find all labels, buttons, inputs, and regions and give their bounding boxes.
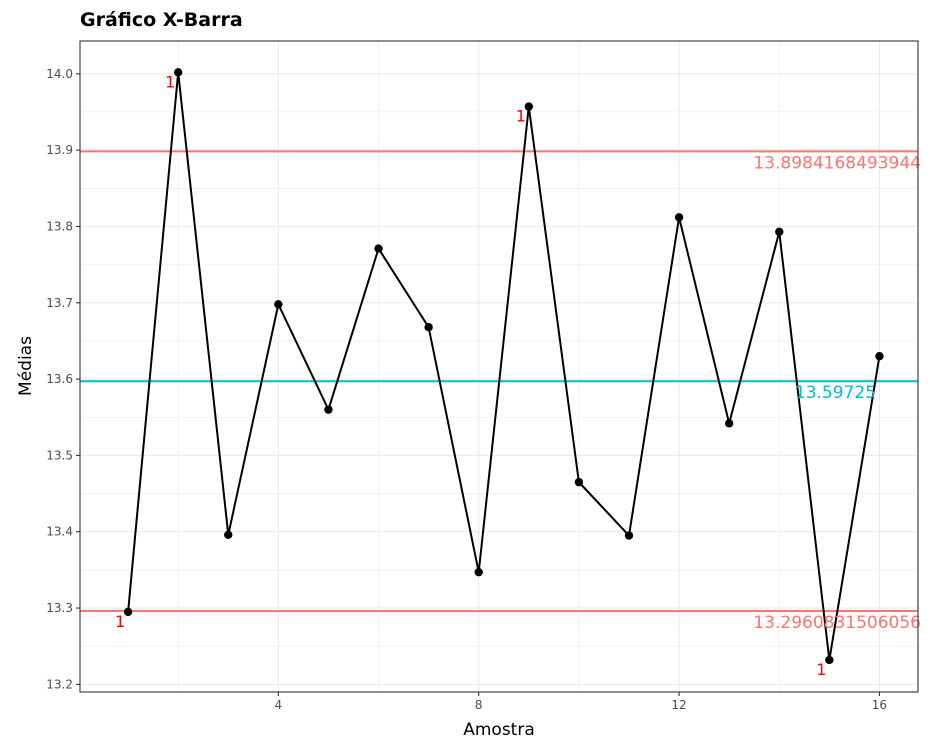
control-line-label-1: 13.59725: [795, 383, 876, 403]
data-point: [825, 655, 834, 665]
point-flag-label: 1: [816, 660, 826, 679]
data-point: [173, 68, 183, 77]
series-line: [127, 72, 881, 661]
data-point: [474, 567, 483, 577]
data-point: [724, 419, 734, 428]
x-axis-title: Amostra: [463, 720, 535, 740]
data-point: [674, 213, 684, 222]
y-tick-label: 13.5: [46, 448, 73, 462]
y-tick-label: 13.7: [46, 296, 73, 310]
control-line-label-2: 13.2960831506056: [753, 613, 921, 633]
point-flag-label: 1: [516, 107, 526, 126]
control-line-labels: 13.8984168493944 13.59725 13.2960831506056: [753, 153, 921, 633]
y-tick-label: 13.2: [46, 677, 73, 691]
y-tick-label: 13.8: [46, 219, 73, 233]
x-tick-label: 12: [671, 698, 686, 712]
data-point: [624, 531, 634, 540]
data-point: [274, 300, 283, 309]
x-tick-label: 8: [475, 698, 483, 712]
y-tick-label: 13.6: [46, 372, 73, 386]
major-grid: [80, 41, 918, 692]
series-line-group: [127, 72, 881, 661]
data-point: [524, 102, 534, 111]
point-flags: 1 1 1 1: [115, 72, 826, 679]
data-point: [224, 530, 233, 539]
point-flag-label: 1: [115, 612, 125, 631]
x-axis-ticks: 4 8 12 16: [275, 692, 887, 712]
x-tick-label: 4: [275, 698, 283, 712]
y-axis-ticks: 13.2 13.3 13.4 13.5 13.6 13.7 13.8 13.9 14.0: [46, 67, 80, 691]
minor-grid: [80, 41, 918, 692]
data-point: [374, 244, 383, 253]
control-line-label-0: 13.8984168493944: [753, 153, 921, 173]
x-tick-label: 16: [872, 698, 887, 712]
data-point: [424, 322, 433, 332]
point-flag-label: 1: [165, 72, 175, 91]
data-point: [875, 351, 884, 361]
data-points: [123, 68, 884, 665]
y-axis-title: Médias: [16, 336, 36, 396]
y-tick-label: 13.9: [46, 143, 73, 157]
data-point: [574, 477, 584, 487]
data-point: [123, 607, 133, 617]
data-point: [775, 227, 784, 236]
chart-title: Gráfico X-Barra: [80, 9, 243, 31]
data-point: [324, 405, 333, 414]
panel-border: [79, 40, 919, 693]
y-tick-label: 14.0: [46, 67, 73, 81]
y-tick-label: 13.4: [46, 525, 73, 539]
y-tick-label: 13.3: [46, 601, 73, 615]
